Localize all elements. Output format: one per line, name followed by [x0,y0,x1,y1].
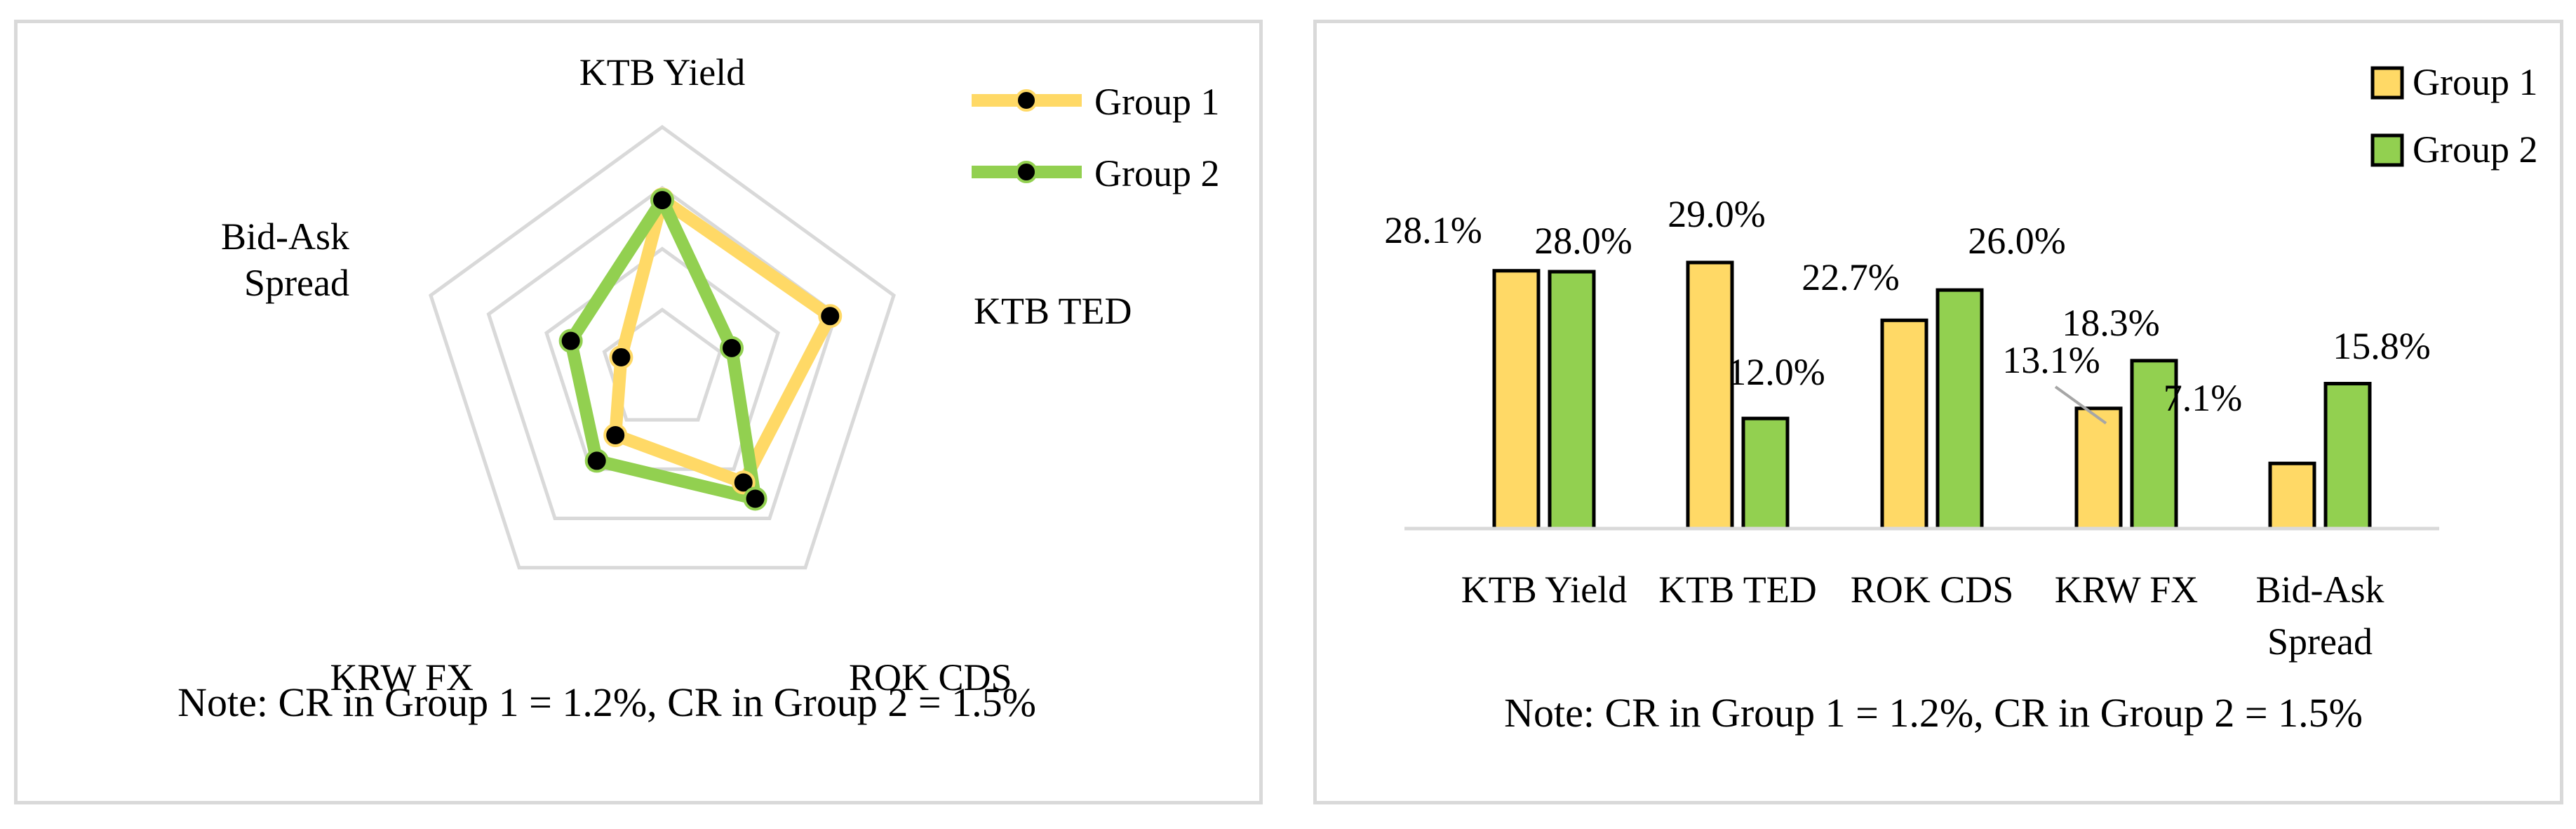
bar-data-label-group-1-krw-fx: 13.1% [2002,339,2100,381]
radar-grid-ring [544,246,780,471]
radar-point-group-2-ktb-ted [720,336,744,360]
bar-group-2-rok-cds [1936,288,1984,531]
bar-category-label-ktb-yield: KTB Yield [1461,569,1628,611]
bar-data-label-leader [2054,385,2107,425]
bar-data-label-group-1-ktb-yield: 28.1% [1384,209,1482,251]
radar-point-group-2-bid-ask-spread [558,329,583,353]
bar-data-label-group-1-rok-cds: 22.7% [1802,256,1899,298]
radar-chart: KTB Yield KTB TED ROK CDS KRW FX Bid-Ask Spre… [177,51,1219,725]
radar-note: Note: CR in Group 1 = 1.2%, CR in Group … [177,679,1036,725]
bar-data-label-group-2-ktb-yield: 28.0% [1534,220,1632,262]
bar-group-1-ktb-ted [1686,260,1734,531]
bar-chart-panel: Group 1 Group 2 28.1% 28.0% 29.0% 12.0% 22.7%… [1313,20,2563,804]
radar-axis-label-bid-ask-spread: Bid-Ask Spread [221,215,349,304]
radar-point-group-1-bid-ask-spread [609,345,633,369]
bar-data-label-group-2-bid-ask-spread: 15.8% [2333,325,2430,367]
radar-point-group-2-ktb-yield [650,188,674,213]
radar-grid-ring [602,307,723,422]
radar-point-group-2-rok-cds [743,486,767,511]
bar-data-label-group-1-ktb-ted: 29.0% [1668,193,1765,235]
radar-grid-ring [429,124,896,570]
radar-legend-marker-group-1 [1015,89,1038,112]
bar-data-label-group-2-ktb-ted: 12.0% [1727,351,1825,393]
radar-axis-label-krw-fx: KRW FX [330,656,474,698]
bar-legend-label-group-2: Group 2 [2413,128,2537,171]
bar-legend-swatch-group-2 [2370,133,2404,167]
bar-group-2-ktb-ted [1741,416,1790,531]
bar-legend-swatch-group-1 [2370,66,2404,100]
bar-legend-label-group-1: Group 1 [2413,61,2537,103]
bar-group-1-krw-fx [2074,406,2123,531]
radar-legend-label-group-2: Group 2 [1094,152,1219,194]
bar-chart: Group 1 Group 2 28.1% 28.0% 29.0% 12.0% 22.7%… [1384,61,2537,736]
bar-group-1-ktb-yield [1492,269,1541,531]
bar-category-label-rok-cds: ROK CDS [1851,569,2014,611]
radar-point-group-1-krw-fx [603,423,628,447]
radar-chart-panel: KTB Yield KTB TED ROK CDS KRW FX Bid-Ask Spre… [14,20,1263,804]
radar-axis-label-rok-cds: ROK CDS [849,656,1012,698]
bar-category-label-ktb-ted: KTB TED [1658,569,1817,611]
bar-data-label-group-2-krw-fx: 18.3% [2062,302,2159,344]
bar-category-label-krw-fx: KRW FX [2055,569,2199,611]
radar-axis-label-ktb-yield: KTB Yield [579,51,746,93]
bar-category-label-bid-ask-spread: Bid-Ask Spread [2255,569,2384,663]
bar-note: Note: CR in Group 1 = 1.2%, CR in Group … [1504,690,2363,736]
radar-point-group-1-ktb-ted [818,304,843,329]
radar-legend-label-group-1: Group 1 [1094,81,1219,123]
radar-series-line-group-1 [609,193,837,489]
radar-point-group-1-rok-cds [731,470,756,495]
bar-data-label-group-2-rok-cds: 26.0% [1968,220,2065,262]
bar-group-1-rok-cds [1880,318,1928,531]
radar-series-line-group-2 [564,194,762,505]
bar-data-label-group-1-bid-ask-spread: 7.1% [2164,377,2242,419]
radar-legend-marker-group-2 [1015,161,1038,183]
bar-group-1-bid-ask-spread [2268,461,2316,531]
bar-group-2-bid-ask-spread [2323,381,2372,531]
bar-group-2-ktb-yield [1548,270,1596,531]
radar-axis-label-ktb-ted: KTB TED [974,290,1132,332]
radar-point-group-2-krw-fx [584,449,609,473]
